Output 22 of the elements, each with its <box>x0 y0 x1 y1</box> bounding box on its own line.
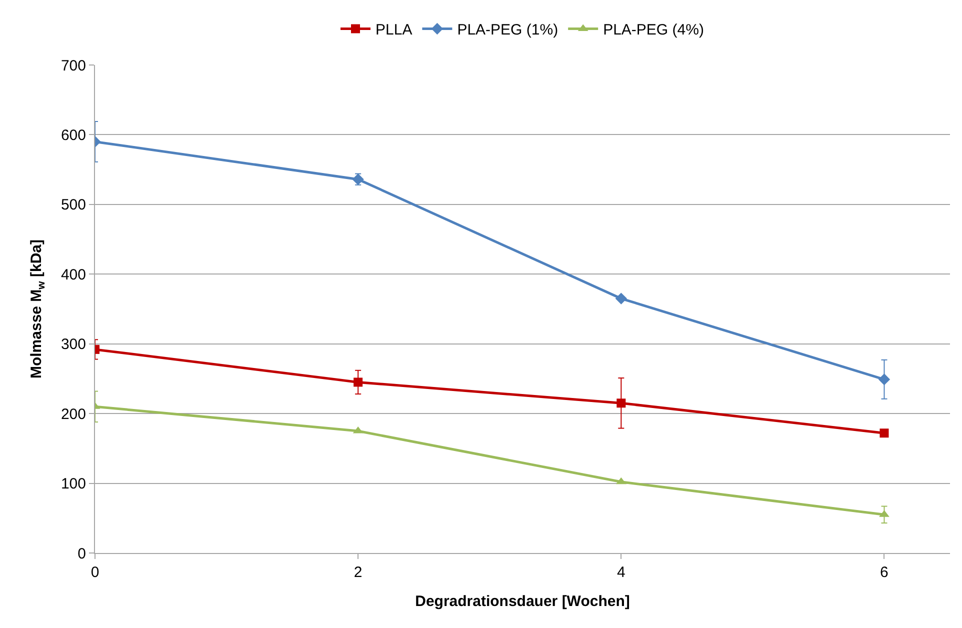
y-tick-label: 400 <box>60 266 86 284</box>
x-tick-label: 6 <box>880 564 888 581</box>
y-tick-label: 200 <box>60 406 86 423</box>
x-tick-label: 4 <box>616 564 626 581</box>
y-tick-label: 700 <box>60 57 86 74</box>
legend-label: PLA-PEG (4%) <box>603 22 704 39</box>
point <box>878 374 890 386</box>
y-tick-label: 0 <box>78 545 86 562</box>
x-axis-title: Degradrationsdauer [Wochen] <box>415 593 630 610</box>
y-tick-label: 600 <box>60 126 86 144</box>
x-tick-label: 0 <box>90 564 100 581</box>
y-tick-label: 100 <box>60 476 86 493</box>
legend-label: PLLA <box>376 22 412 39</box>
legend-label: PLA-PEG (1%) <box>457 22 558 39</box>
point <box>615 292 627 304</box>
point <box>880 428 889 438</box>
point <box>354 378 363 387</box>
point <box>616 398 626 408</box>
y-tick-label: 500 <box>60 196 86 214</box>
point <box>352 173 364 186</box>
y-tick-label: 300 <box>60 336 86 354</box>
x-tick-label: 2 <box>354 564 362 581</box>
